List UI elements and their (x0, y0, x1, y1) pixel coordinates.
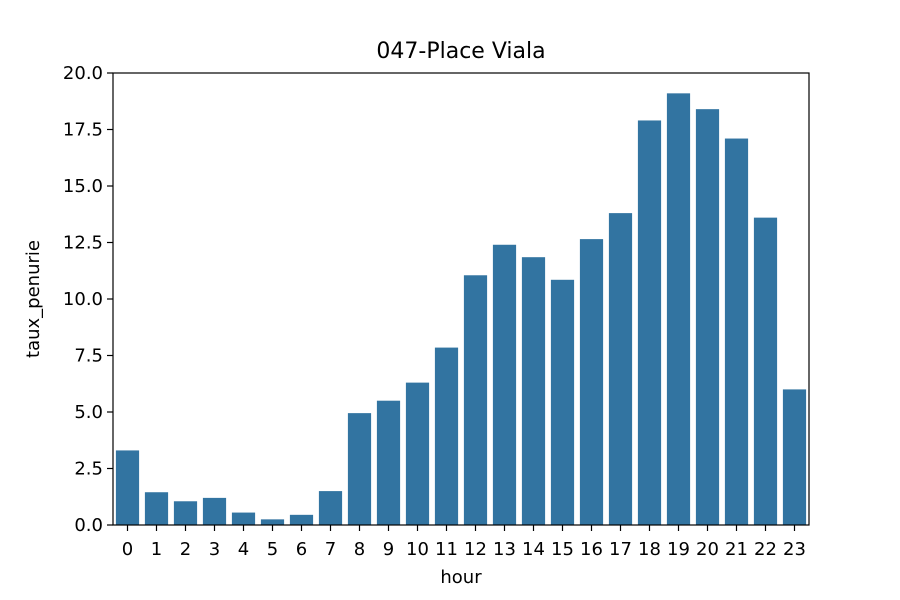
x-tick-label: 13 (493, 539, 516, 560)
bar-hour-4 (231, 512, 256, 525)
x-tick-label: 8 (354, 539, 365, 560)
y-tick-label: 7.5 (74, 346, 103, 367)
y-tick-label: 15.0 (63, 176, 103, 197)
x-tick-label: 1 (151, 539, 162, 560)
x-tick-label: 5 (267, 539, 278, 560)
x-tick-label: 10 (406, 539, 429, 560)
bar-hour-6 (289, 514, 314, 525)
x-tick-label: 3 (209, 539, 220, 560)
bar-hour-13 (492, 244, 517, 525)
x-tick-label: 22 (754, 539, 777, 560)
bar-hour-19 (666, 93, 691, 525)
y-tick-label: 17.5 (63, 120, 103, 141)
y-tick-label: 10.0 (63, 289, 103, 310)
y-axis-label: taux_penurie (23, 240, 44, 358)
x-tick-label: 18 (638, 539, 661, 560)
y-tick-label: 5.0 (74, 402, 103, 423)
y-axis-ticks: 0.0 2.5 5.0 7.5 10.0 12.5 15.0 17.5 20.0 (63, 63, 113, 536)
y-tick-label: 0.0 (74, 515, 103, 536)
bar-hour-2 (173, 501, 198, 525)
x-tick-label: 21 (725, 539, 748, 560)
plot-frame (112, 72, 810, 526)
bar-hour-12 (463, 275, 488, 525)
x-tick-label: 4 (238, 539, 249, 560)
y-tick-label: 12.5 (63, 233, 103, 254)
x-tick-label: 0 (122, 539, 133, 560)
bar-hour-1 (144, 492, 169, 525)
bar-hour-20 (695, 109, 720, 525)
x-axis-ticks: 0 1 2 3 4 5 6 7 8 9 10 11 12 13 14 15 16 17 18 19 20 21 22 23 (122, 525, 806, 560)
x-axis-label: hour (440, 567, 482, 588)
x-tick-label: 19 (667, 539, 690, 560)
bar-hour-0 (115, 450, 140, 525)
bar-hour-8 (347, 413, 372, 525)
bar-hour-5 (260, 519, 285, 525)
bar-hour-21 (724, 138, 749, 526)
x-tick-label: 23 (783, 539, 806, 560)
bars (115, 93, 807, 526)
x-tick-label: 14 (522, 539, 545, 560)
y-tick-label: 2.5 (74, 459, 103, 480)
x-tick-label: 11 (435, 539, 458, 560)
x-tick-label: 2 (180, 539, 191, 560)
bar-hour-22 (753, 217, 778, 525)
x-tick-label: 6 (296, 539, 307, 560)
bar-hour-18 (637, 120, 662, 526)
x-tick-label: 9 (383, 539, 394, 560)
x-tick-label: 15 (551, 539, 574, 560)
bar-hour-23 (782, 389, 807, 525)
x-tick-label: 20 (696, 539, 719, 560)
bar-hour-17 (608, 213, 633, 525)
bar-hour-3 (202, 497, 227, 525)
bar-hour-9 (376, 400, 401, 525)
bar-hour-15 (550, 279, 575, 525)
bar-hour-16 (579, 239, 604, 526)
bar-hour-11 (434, 347, 459, 525)
bar-hour-7 (318, 491, 343, 525)
chart-title: 047-Place Viala (376, 39, 545, 64)
y-tick-label: 20.0 (63, 63, 103, 84)
bar-hour-14 (521, 257, 546, 525)
x-tick-label: 7 (325, 539, 336, 560)
bar-hour-10 (405, 382, 430, 525)
x-tick-label: 12 (464, 539, 487, 560)
x-tick-label: 17 (609, 539, 632, 560)
x-tick-label: 16 (580, 539, 603, 560)
